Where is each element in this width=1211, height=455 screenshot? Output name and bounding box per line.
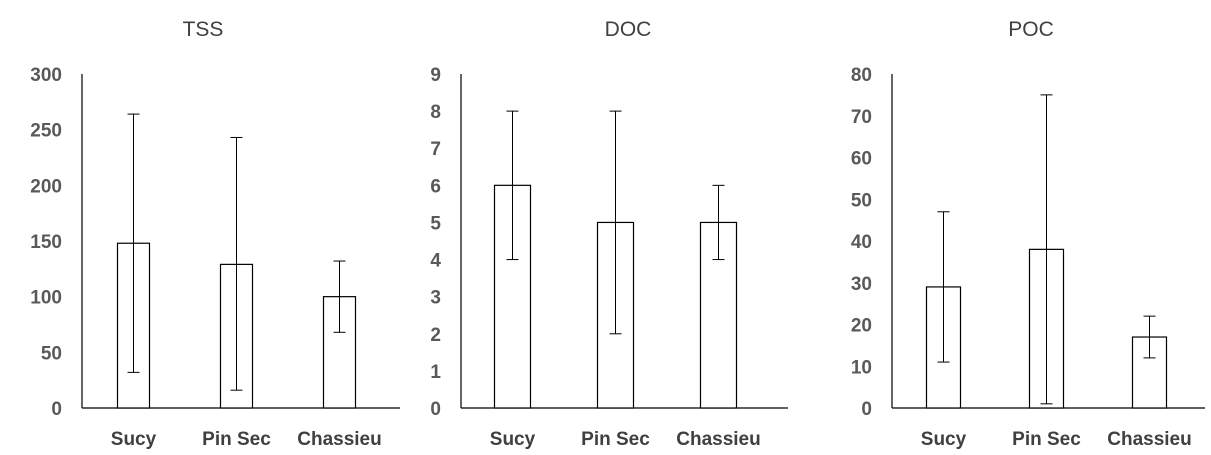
y-tick-label: 0 [430,399,441,420]
chart-title: POC [1008,18,1054,41]
y-tick-label: 80 [851,65,872,86]
y-tick-label: 1 [430,362,441,383]
y-tick-label: 10 [851,357,872,378]
x-tick-label: Chassieu [676,429,760,450]
chart-title: DOC [605,18,652,41]
y-tick-label: 5 [430,213,441,234]
chart-title: TSS [183,18,224,41]
y-tick-label: 50 [851,190,872,211]
y-tick-label: 0 [861,399,872,420]
y-tick-label: 9 [430,65,441,86]
y-tick-label: 2 [430,325,441,346]
y-tick-label: 8 [430,102,441,123]
x-tick-label: Sucy [490,429,536,450]
y-tick-label: 70 [851,107,872,128]
y-tick-label: 50 [41,343,62,364]
y-tick-label: 7 [430,139,441,160]
x-tick-label: Pin Sec [581,429,650,450]
y-tick-label: 300 [30,65,62,86]
x-tick-label: Chassieu [297,429,381,450]
y-tick-label: 40 [851,232,872,253]
y-tick-label: 30 [851,274,872,295]
y-tick-label: 0 [51,399,62,420]
x-tick-label: Chassieu [1107,429,1191,450]
y-tick-label: 150 [30,232,62,253]
y-tick-label: 200 [30,176,62,197]
y-tick-label: 20 [851,316,872,337]
y-tick-label: 60 [851,149,872,170]
y-tick-label: 3 [430,288,441,309]
x-tick-label: Sucy [921,429,967,450]
y-tick-label: 250 [30,121,62,142]
x-tick-label: Pin Sec [1012,429,1081,450]
y-tick-label: 4 [430,251,441,272]
y-tick-label: 100 [30,288,62,309]
y-tick-label: 6 [430,176,441,197]
x-tick-label: Sucy [111,429,157,450]
x-tick-label: Pin Sec [202,429,271,450]
